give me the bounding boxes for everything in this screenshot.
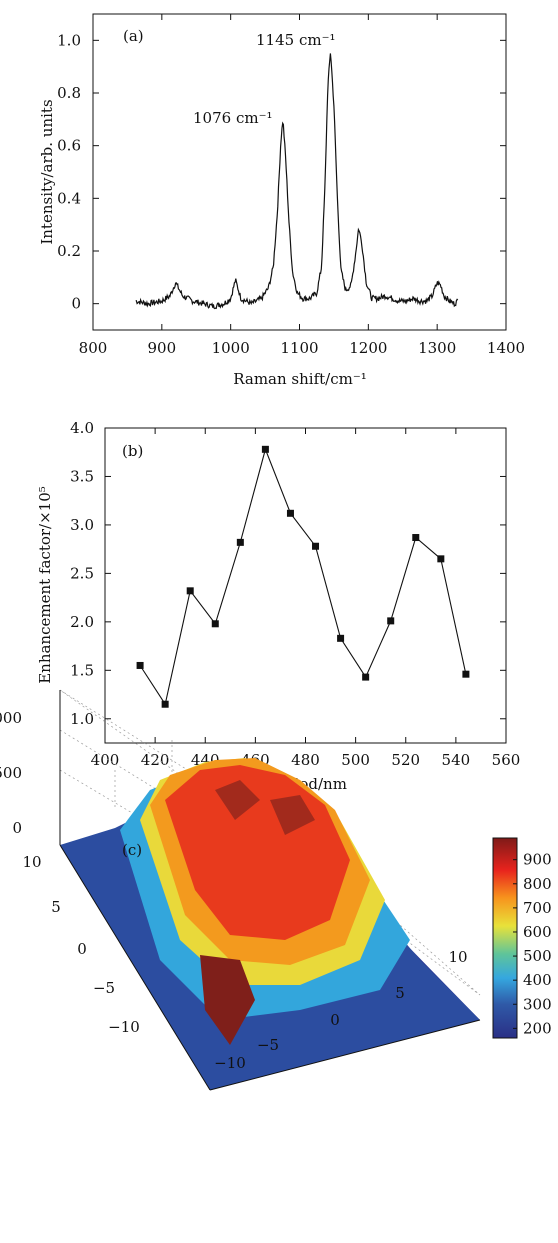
chart-a-annotation-1145: 1145 cm⁻¹ — [256, 31, 336, 49]
chart-a-y-tick-label: 0.8 — [57, 84, 81, 102]
chart-a-y-tick-label: 0 — [71, 295, 81, 313]
chart-b-y-tick-label: 4.0 — [70, 419, 94, 437]
chart-b-panel-label: (b) — [122, 442, 143, 460]
chart-c-surface-peak-1 — [215, 780, 260, 820]
chart-c-x-tick-label: 5 — [395, 984, 405, 1002]
chart-a-y-tick-label: 1.0 — [57, 31, 81, 49]
chart-c: (c) 0 500 1000 10 5 0 −5 −10 −10 −5 0 5 10 200 300 4… — [0, 689, 552, 1091]
chart-c-y-tick-label: 0 — [77, 940, 87, 958]
chart-c-x-tick-label: −5 — [257, 1036, 279, 1054]
chart-b-point — [362, 673, 370, 681]
chart-a-x-tick-label: 1400 — [487, 339, 525, 357]
chart-c-colorbar-tick-label: 700 — [523, 899, 552, 917]
chart-b-point — [136, 661, 144, 669]
chart-c-x-ticks: −10 −5 0 5 10 — [214, 948, 467, 1072]
chart-b-point — [236, 538, 244, 546]
chart-b-point — [286, 509, 294, 517]
chart-a-panel-label: (a) — [123, 27, 144, 45]
chart-b-y-tick-label: 2.5 — [70, 564, 94, 582]
chart-b-series-line — [139, 447, 467, 706]
chart-c-colorbar-tick-label: 600 — [523, 923, 552, 941]
chart-c-back-box — [59, 689, 481, 996]
chart-c-colorbar-ticks: 200 300 400 500 600 700 800 900 — [513, 851, 552, 1037]
chart-c-z-tick-label: 1000 — [0, 709, 22, 727]
chart-a-y-tick-label: 0.6 — [57, 137, 81, 155]
chart-c-colorbar-tick-label: 200 — [523, 1019, 552, 1037]
chart-c-panel-label: (c) — [122, 841, 142, 859]
chart-b-x-tick-label: 540 — [442, 751, 471, 769]
chart-b-x-tick-label: 480 — [291, 751, 320, 769]
chart-c-z-ticks: 0 500 1000 — [0, 709, 22, 837]
chart-a-y-tick-label: 0.4 — [57, 189, 81, 207]
chart-b-x-tick-label: 400 — [91, 751, 120, 769]
chart-b-y-tick-label: 3.0 — [70, 516, 94, 534]
chart-c-y-tick-label: 5 — [51, 898, 61, 916]
chart-a-x-axis-label: Raman shift/cm⁻¹ — [233, 370, 367, 388]
chart-a: 800 900 1000 1100 1200 1300 1400 0 0.2 0.4 0.6 0.8… — [38, 13, 525, 388]
chart-c-z-tick-label: 0 — [12, 819, 22, 837]
chart-a-x-tick-label: 800 — [79, 339, 108, 357]
chart-b-y-axis-label: Enhancement factor/×10⁵ — [36, 486, 54, 684]
chart-b-y-tick-label: 1.0 — [70, 710, 94, 728]
chart-b-x-tick-label: 520 — [391, 751, 420, 769]
chart-b-frame — [104, 427, 507, 744]
chart-a-y-axis-label: Intensity/arb. units — [38, 99, 56, 244]
chart-a-x-tick-label: 1000 — [212, 339, 250, 357]
chart-b-point — [312, 542, 320, 550]
chart-c-y-tick-label: −10 — [108, 1018, 140, 1036]
chart-b-point — [437, 555, 445, 563]
chart-b-y-tick-label: 1.5 — [70, 661, 94, 679]
chart-c-surface — [60, 758, 480, 1090]
chart-b-point — [211, 620, 219, 628]
chart-b-y-tick-label: 2.0 — [70, 613, 94, 631]
chart-b-x-tick-label: 420 — [141, 751, 170, 769]
chart-b-x-ticks: 400420440460480500520540560 — [91, 428, 521, 769]
chart-b-point — [462, 670, 470, 678]
chart-b-markers — [136, 445, 470, 708]
chart-c-y-tick-label: 10 — [22, 853, 41, 871]
chart-a-x-tick-label: 1100 — [280, 339, 318, 357]
chart-c-y-ticks: 10 5 0 −5 −10 — [22, 853, 139, 1036]
chart-c-x-tick-label: 10 — [448, 948, 467, 966]
chart-b: 400420440460480500520540560 1.01.52.02.5… — [36, 419, 520, 793]
chart-b-point — [412, 534, 420, 542]
chart-a-x-tick-label: 1300 — [418, 339, 456, 357]
chart-a-y-tick-label: 0.2 — [57, 242, 81, 260]
chart-b-x-tick-label: 500 — [341, 751, 370, 769]
chart-a-x-tick-label: 900 — [148, 339, 177, 357]
chart-c-colorbar — [492, 837, 518, 1039]
chart-c-x-tick-label: 0 — [330, 1011, 340, 1029]
chart-b-point — [337, 634, 345, 642]
chart-a-frame — [92, 13, 507, 331]
chart-c-front-axis — [209, 1019, 481, 1091]
chart-b-point — [161, 700, 169, 708]
chart-a-y-ticks: 0 0.2 0.4 0.6 0.8 1.0 — [57, 31, 506, 313]
chart-c-left-axis — [59, 844, 211, 1091]
chart-b-point — [186, 587, 194, 595]
chart-c-y-tick-label: −5 — [93, 979, 115, 997]
chart-b-point — [387, 617, 395, 625]
chart-b-x-tick-label: 560 — [492, 751, 521, 769]
chart-b-y-tick-label: 3.5 — [70, 467, 94, 485]
chart-c-colorbar-tick-label: 500 — [523, 947, 552, 965]
chart-c-z-tick-label: 500 — [0, 764, 22, 782]
chart-a-spectrum-line — [135, 53, 459, 310]
chart-c-colorbar-tick-label: 900 — [523, 851, 552, 869]
chart-c-x-tick-label: −10 — [214, 1054, 246, 1072]
chart-a-x-ticks: 800 900 1000 1100 1200 1300 1400 — [79, 14, 525, 357]
chart-a-annotation-1076: 1076 cm⁻¹ — [193, 109, 273, 127]
chart-a-x-tick-label: 1200 — [349, 339, 387, 357]
chart-c-colorbar-tick-label: 300 — [523, 995, 552, 1013]
chart-c-surface-peak-2 — [270, 795, 315, 835]
chart-b-y-ticks: 1.0 1.5 2.0 2.5 3.0 3.5 4.0 — [70, 419, 506, 728]
chart-c-colorbar-tick-label: 400 — [523, 971, 552, 989]
chart-b-point — [261, 445, 269, 453]
chart-c-surface-dark-peak — [200, 955, 255, 1045]
chart-c-colorbar-tick-label: 800 — [523, 875, 552, 893]
